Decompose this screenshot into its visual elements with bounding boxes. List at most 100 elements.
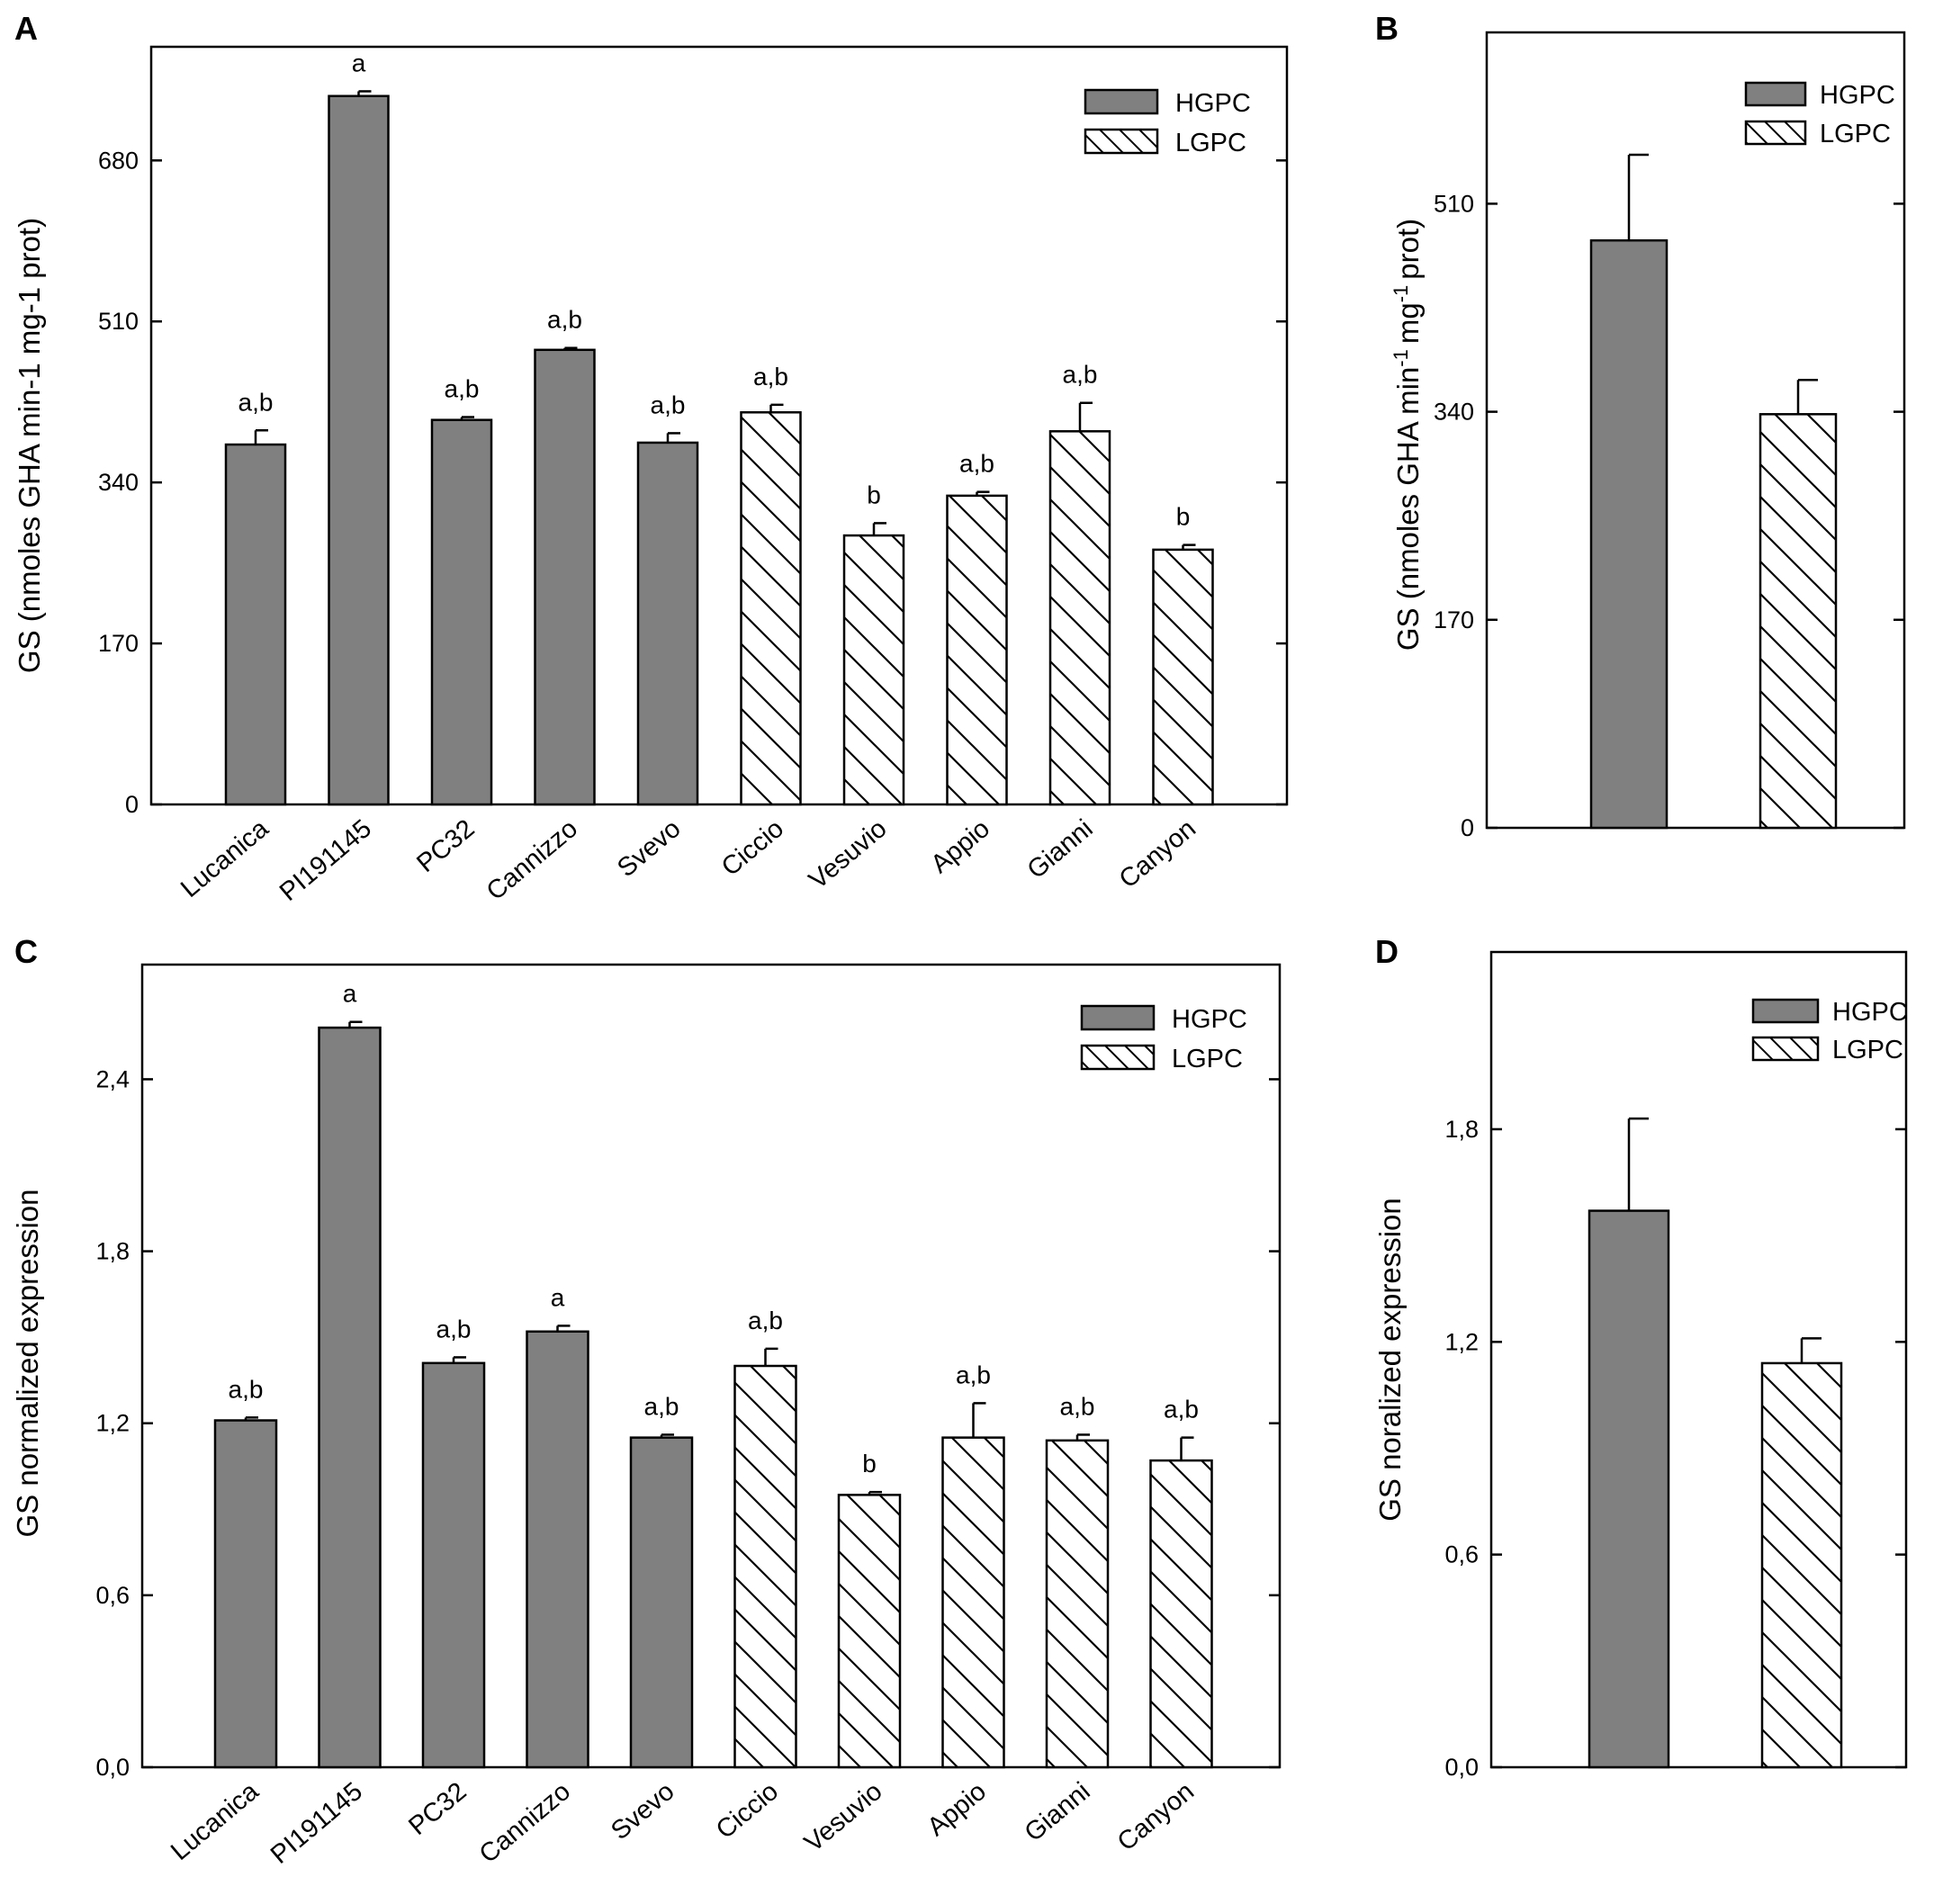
panel-b-ylabel-sup1: -1 bbox=[1390, 349, 1412, 367]
panel-c-category-label: PI191145 bbox=[265, 1777, 368, 1870]
panel-d-ytick-label: 0,6 bbox=[1444, 1541, 1479, 1568]
panel-c-bar-gianni bbox=[1045, 1439, 1110, 1769]
panel-c-bar-ciccio bbox=[733, 1364, 797, 1769]
panel-b-ylabel-end: prot) bbox=[1391, 219, 1425, 280]
panel-a-letter: A bbox=[14, 10, 38, 47]
panel-a-category-label: Lucanica bbox=[175, 813, 274, 903]
panel-a: A GS (nmoles GHA min-1 mg-1 prot) 0 170 34… bbox=[13, 10, 1289, 907]
panel-c-category-label: Lucanica bbox=[166, 1776, 265, 1866]
panel-a-bar-cannizzo bbox=[534, 348, 596, 806]
panel-c-y-axis-title: GS normalized expression bbox=[11, 1189, 44, 1537]
panel-a-significance-label: a,b bbox=[445, 375, 480, 403]
panel-d-legend-lgpc-swatch bbox=[1751, 1036, 1820, 1062]
panel-c-legend-lgpc-swatch bbox=[1080, 1044, 1156, 1071]
panel-a-y-axis-title: GS (nmoles GHA min-1 mg-1 prot) bbox=[13, 218, 46, 673]
panel-d-y-axis-title: GS noralized expression bbox=[1373, 1198, 1407, 1522]
panel-a-bar-pi191145 bbox=[328, 94, 390, 806]
panel-b-legend-hgpc-swatch bbox=[1744, 81, 1807, 107]
panel-a-ytick-label: 340 bbox=[98, 469, 139, 496]
panel-c-category-label: Appio bbox=[922, 1777, 992, 1842]
panel-d-ytick-label: 0,0 bbox=[1444, 1754, 1479, 1781]
panel-c-category-label: Svevo bbox=[606, 1777, 679, 1846]
panel-c: C GS normalized expression 0,0 0,6 1,2 1,8 2… bbox=[11, 933, 1282, 1870]
panel-b: B GS (nmoles GHA min-1mg-1prot) 01703405… bbox=[1375, 10, 1906, 841]
panel-d-ytick-label: 1,2 bbox=[1444, 1328, 1479, 1355]
panel-c-category-label: Vesuvio bbox=[799, 1777, 887, 1858]
panel-d-plot-frame bbox=[1489, 950, 1908, 1769]
panel-c-legend-hgpc-swatch bbox=[1080, 1004, 1156, 1031]
panel-a-bar-gianni bbox=[1048, 430, 1111, 806]
panel-a-bar-canyon bbox=[1152, 548, 1214, 806]
panel-a-legend-lgpc-swatch bbox=[1084, 128, 1159, 155]
panel-c-significance-label: a,b bbox=[229, 1375, 264, 1403]
panel-b-ylabel-sup2: -1 bbox=[1390, 285, 1412, 303]
panel-a-significance-label: a,b bbox=[1063, 361, 1098, 389]
panel-a-category-label: Svevo bbox=[612, 814, 686, 883]
panel-a-ytick-label: 510 bbox=[98, 308, 139, 335]
panel-a-plot-frame bbox=[149, 45, 1289, 806]
panel-c-category-label: Canyon bbox=[1112, 1777, 1200, 1857]
panel-b-plot-frame bbox=[1485, 31, 1906, 830]
panel-c-letter: C bbox=[14, 933, 38, 970]
panel-a-ytick-label: 0 bbox=[125, 791, 139, 818]
panel-d: D GS noralized expression 0,0 0,6 1,2 1,8 HG… bbox=[1373, 933, 1908, 1781]
panel-b-bar-lgpc bbox=[1759, 413, 1838, 830]
panel-c-bar-canyon bbox=[1149, 1459, 1213, 1769]
panel-b-plot: 0 170 340 510 HGPC LGPC bbox=[1434, 31, 1906, 841]
panel-a-significance-label: a,b bbox=[651, 391, 686, 418]
panel-a-bar-svevo bbox=[636, 441, 699, 806]
panel-a-category-label: Gianni bbox=[1022, 814, 1099, 885]
panel-a-bar-vesuvio bbox=[842, 534, 905, 806]
panel-c-category-label: Cannizzo bbox=[474, 1777, 576, 1869]
panel-c-plot: 0,0 0,6 1,2 1,8 2,4 a,b Lucanica a PI191145 a,b PC… bbox=[95, 963, 1282, 1870]
panel-a-legend-hgpc-label: HGPC bbox=[1175, 89, 1251, 118]
panel-a-significance-label: a,b bbox=[238, 388, 274, 416]
panel-a-legend-lgpc-label: LGPC bbox=[1175, 129, 1246, 157]
panel-a-significance-label: a bbox=[352, 49, 366, 76]
panel-b-y-axis-title: GS (nmoles GHA min-1mg-1prot) bbox=[1390, 219, 1425, 651]
panel-c-significance-label: a,b bbox=[1060, 1392, 1095, 1420]
panel-c-bar-svevo bbox=[629, 1436, 694, 1769]
panel-c-ytick-label: 1,8 bbox=[95, 1238, 130, 1265]
panel-d-legend-hgpc-swatch bbox=[1751, 998, 1820, 1024]
panel-c-significance-label: a,b bbox=[748, 1307, 783, 1334]
panel-a-category-label: Vesuvio bbox=[804, 814, 892, 895]
panel-a-significance-label: b bbox=[1176, 503, 1191, 531]
panel-c-category-label: Gianni bbox=[1020, 1777, 1096, 1847]
panel-b-ytick-label: 510 bbox=[1434, 190, 1474, 217]
panel-a-bar-appio bbox=[946, 494, 1008, 806]
panel-a-significance-label: a,b bbox=[959, 450, 994, 478]
panel-c-legend-lgpc-label: LGPC bbox=[1172, 1045, 1243, 1073]
panel-c-ytick-label: 0,6 bbox=[95, 1582, 130, 1609]
panel-c-significance-label: a bbox=[343, 980, 357, 1008]
panel-a-category-label: Cannizzo bbox=[481, 814, 583, 906]
panel-b-ytick-label: 340 bbox=[1434, 399, 1474, 426]
panel-c-significance-label: b bbox=[862, 1450, 877, 1477]
panel-c-ytick-label: 1,2 bbox=[95, 1410, 130, 1437]
panel-a-bar-pc32 bbox=[430, 418, 493, 806]
panel-a-bar-ciccio bbox=[740, 411, 802, 806]
panel-c-bar-appio bbox=[941, 1436, 1005, 1769]
panel-c-bar-cannizzo bbox=[526, 1330, 589, 1769]
panel-b-legend-lgpc-swatch bbox=[1744, 120, 1807, 146]
panel-c-significance-label: a,b bbox=[1164, 1396, 1199, 1424]
panel-c-significance-label: a,b bbox=[436, 1315, 472, 1343]
panel-b-letter: B bbox=[1375, 10, 1399, 47]
panel-a-significance-label: b bbox=[867, 480, 881, 508]
panel-c-ytick-label: 2,4 bbox=[95, 1065, 130, 1092]
panel-a-ytick-label: 680 bbox=[98, 147, 139, 174]
panel-d-bar-hgpc bbox=[1588, 1209, 1670, 1769]
panel-a-category-label: PI191145 bbox=[274, 814, 377, 907]
panel-a-category-label: Canyon bbox=[1114, 814, 1201, 894]
panel-a-ytick-label: 170 bbox=[98, 630, 139, 657]
panel-d-letter: D bbox=[1375, 933, 1399, 970]
panel-a-category-label: Ciccio bbox=[716, 814, 789, 882]
panel-c-bar-vesuvio bbox=[837, 1494, 902, 1769]
panel-a-category-label: Appio bbox=[926, 814, 995, 879]
panel-a-bar-lucanica bbox=[224, 443, 287, 806]
panel-a-significance-label: a,b bbox=[753, 363, 788, 391]
panel-c-ytick-label: 0,0 bbox=[95, 1754, 130, 1781]
panel-d-plot: 0,0 0,6 1,2 1,8 HGPC LGPC bbox=[1444, 950, 1908, 1781]
panel-c-category-label: PC32 bbox=[403, 1777, 472, 1841]
panel-c-bar-pc32 bbox=[421, 1361, 486, 1769]
